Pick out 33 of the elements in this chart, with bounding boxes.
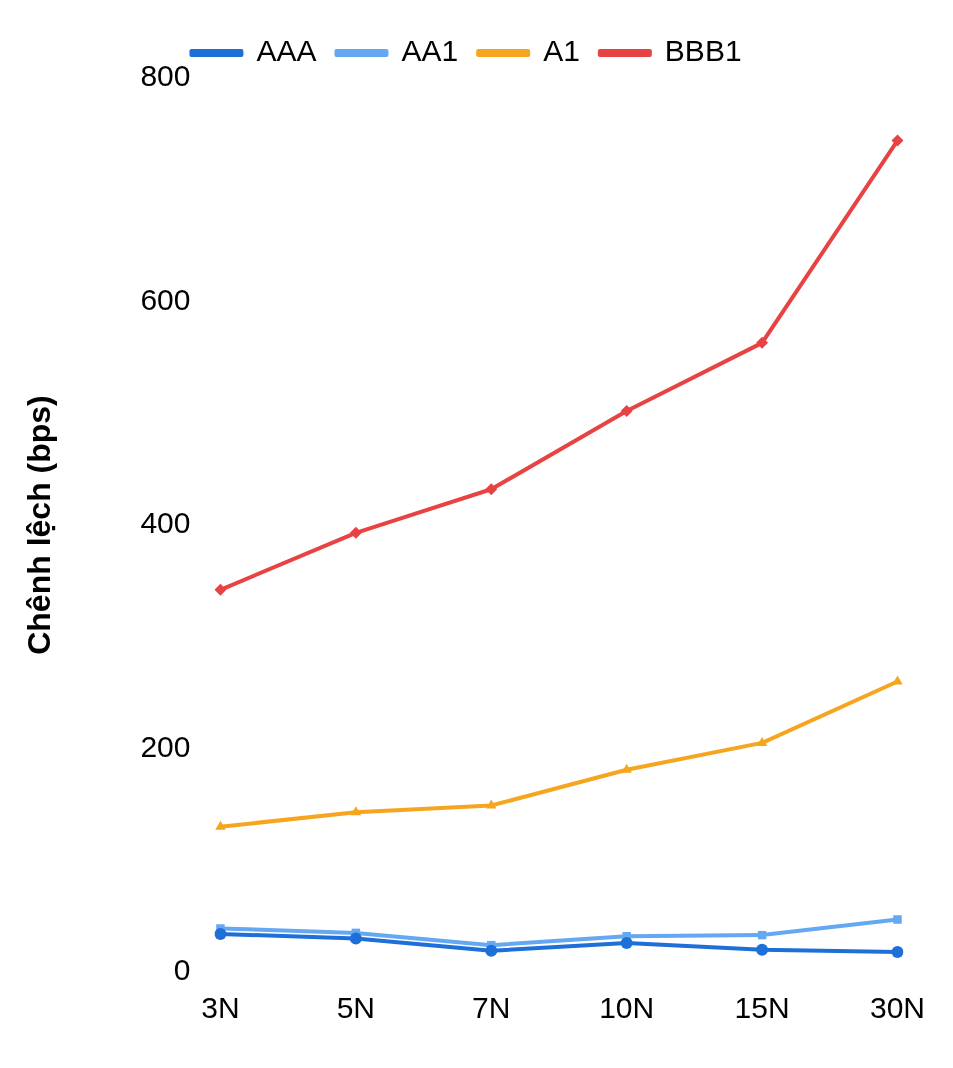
- y-tick-label: 600: [140, 282, 191, 316]
- point: [620, 936, 633, 949]
- x-tick-label: 5N: [336, 991, 376, 1025]
- y-tick-label: 0: [173, 953, 191, 987]
- point: [756, 943, 769, 956]
- point: [891, 134, 904, 147]
- x-tick-label: 10N: [599, 991, 655, 1025]
- x-tick-label: 30N: [869, 991, 926, 1025]
- y-axis-title: Chênh lệch (bps): [21, 395, 58, 655]
- x-tick-label: 3N: [201, 991, 240, 1025]
- point: [349, 932, 362, 945]
- point: [620, 405, 633, 418]
- legend-label: AAA: [256, 34, 317, 68]
- legend-label: A1: [543, 34, 580, 68]
- y-tick-label: 200: [140, 729, 191, 763]
- point: [891, 945, 904, 958]
- point: [350, 806, 362, 816]
- y-tick-label: 400: [140, 506, 191, 540]
- point: [485, 483, 498, 496]
- point: [215, 820, 226, 830]
- point: [349, 526, 362, 539]
- legend-label: BBB1: [664, 34, 742, 68]
- y-tick-label: 800: [140, 59, 191, 93]
- point: [214, 583, 227, 596]
- x-tick-label: 7N: [472, 991, 511, 1025]
- point: [756, 336, 769, 349]
- point: [621, 763, 632, 773]
- point: [485, 944, 498, 957]
- x-tick-label: 15N: [734, 991, 790, 1025]
- point: [214, 928, 227, 941]
- point: [893, 915, 902, 924]
- legend-label: AA1: [401, 34, 459, 68]
- point: [756, 736, 768, 746]
